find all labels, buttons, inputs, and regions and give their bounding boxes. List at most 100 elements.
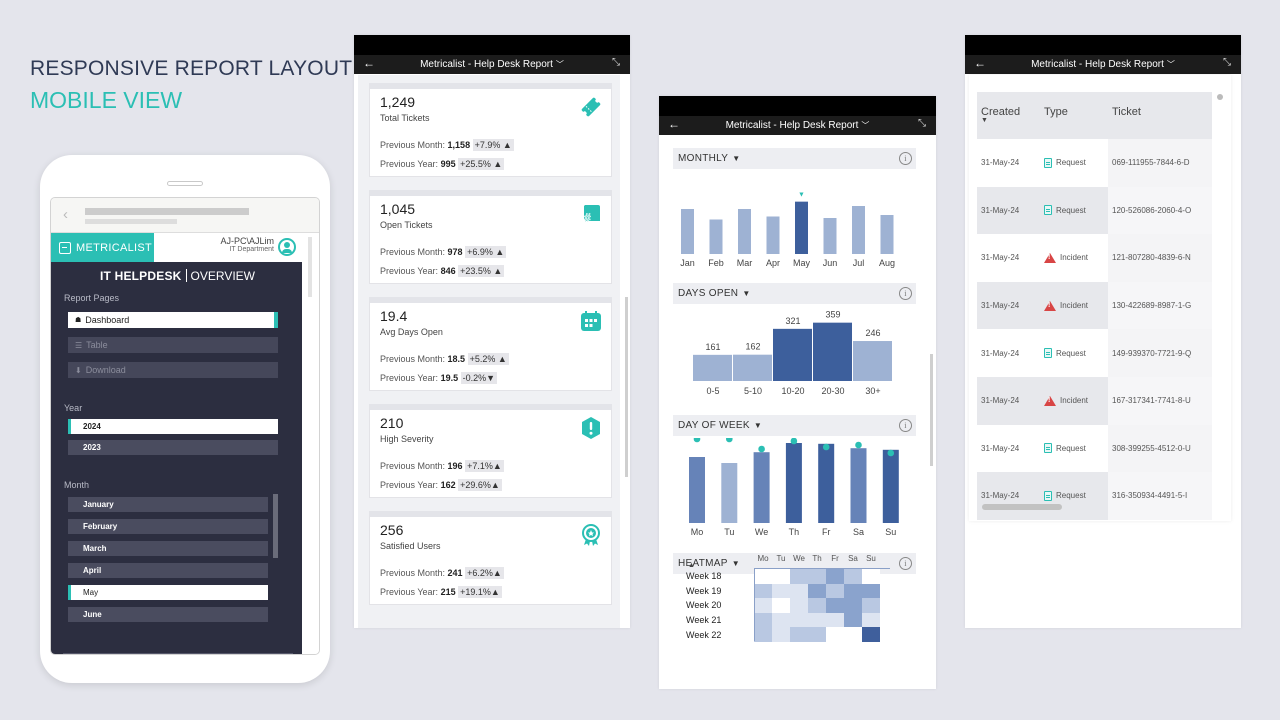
heatmap-cell[interactable] bbox=[790, 612, 808, 628]
chevron-down-icon[interactable]: ﹀ bbox=[1166, 60, 1175, 69]
heatmap-cell[interactable] bbox=[808, 583, 826, 599]
heatmap-cell[interactable] bbox=[862, 569, 880, 584]
chevron-down-icon[interactable]: ﹀ bbox=[861, 121, 870, 130]
days-open-header[interactable]: DAYS OPEN ▼ i bbox=[673, 283, 916, 304]
heatmap-cell[interactable] bbox=[772, 583, 790, 599]
table-row[interactable]: 31-May-24 Request 308-399255-4512-0-U bbox=[977, 424, 1212, 473]
info-icon[interactable]: i bbox=[899, 419, 912, 432]
table-row[interactable]: 31-May-24 Request 069-111955-7844-6-D bbox=[977, 139, 1212, 187]
heatmap-cell[interactable] bbox=[754, 598, 772, 613]
previous-year-row: Previous Year: 846 +23.5% ▲ bbox=[380, 265, 505, 277]
heatmap-cell[interactable] bbox=[862, 598, 880, 613]
avatar-icon[interactable] bbox=[278, 238, 296, 256]
info-icon[interactable]: i bbox=[899, 152, 912, 165]
column-ticket[interactable]: Ticket bbox=[1108, 92, 1212, 139]
heatmap-cell[interactable] bbox=[826, 627, 844, 642]
sort-desc-icon[interactable]: ▼ bbox=[981, 117, 988, 124]
month-option-april[interactable]: April bbox=[68, 563, 268, 578]
heatmap-cell[interactable] bbox=[844, 627, 862, 642]
ticket-id: 316-350934-4491-5-I bbox=[1112, 491, 1188, 501]
row-label: Week 18 bbox=[686, 571, 722, 582]
heatmap-cell[interactable] bbox=[826, 569, 844, 584]
change-badge: +6.2%▲ bbox=[465, 567, 504, 579]
kpi-card[interactable]: 1,045 Open Tickets # Previous Month: 978 +6… bbox=[369, 190, 612, 284]
horizontal-scrollbar[interactable] bbox=[982, 504, 1062, 510]
sort-asc-icon[interactable]: ▲ bbox=[688, 562, 695, 569]
scroll-thumb[interactable] bbox=[308, 237, 312, 297]
monthly-header[interactable]: MONTHLY ▼ i bbox=[673, 148, 916, 169]
year-option-2024[interactable]: 2024 bbox=[68, 419, 278, 434]
table-row[interactable]: 31-May-24 Request 316-350934-4491-5-I bbox=[977, 472, 1212, 520]
heatmap-cell[interactable] bbox=[808, 598, 826, 613]
heatmap-cell[interactable] bbox=[862, 583, 880, 599]
nav-dashboard[interactable]: ☗ Dashboard bbox=[68, 312, 278, 328]
heatmap-cell[interactable] bbox=[772, 598, 790, 613]
month-option-march[interactable]: March bbox=[68, 541, 268, 556]
kpi-card[interactable]: 256 Satisfied Users Previous Month: 241 +6… bbox=[369, 511, 612, 605]
info-icon[interactable]: i bbox=[899, 557, 912, 570]
back-arrow-icon[interactable]: ← bbox=[363, 56, 375, 70]
app-logo[interactable]: METRICALIST bbox=[51, 233, 154, 262]
nav-download[interactable]: ⬇ Download bbox=[68, 362, 278, 378]
heatmap-cell[interactable] bbox=[862, 627, 880, 642]
heatmap-cell[interactable] bbox=[772, 569, 790, 584]
heatmap-cell[interactable] bbox=[808, 627, 826, 642]
heatmap-cell[interactable] bbox=[772, 612, 790, 628]
heatmap-cell[interactable] bbox=[862, 612, 880, 628]
heatmap-cell[interactable] bbox=[844, 569, 862, 584]
column-created[interactable]: Created ▼ bbox=[977, 92, 1044, 139]
marker-su bbox=[887, 449, 895, 457]
month-option-june[interactable]: June bbox=[68, 607, 268, 622]
column-type[interactable]: Type bbox=[1044, 92, 1108, 139]
heatmap-cell[interactable] bbox=[826, 598, 844, 613]
heatmap-cell[interactable] bbox=[754, 569, 772, 584]
panel-title[interactable]: Metricalist - Help Desk Report bbox=[1031, 59, 1164, 70]
month-option-february[interactable]: February bbox=[68, 519, 268, 534]
collapse-icon[interactable]: ⤡ bbox=[1223, 57, 1231, 68]
change-badge: +25.5% ▲ bbox=[458, 158, 505, 170]
month-option-may[interactable]: May bbox=[68, 585, 268, 600]
month-scrollbar[interactable] bbox=[273, 494, 278, 558]
back-arrow-icon[interactable]: ← bbox=[668, 117, 680, 131]
heatmap-cell[interactable] bbox=[808, 612, 826, 628]
chevron-down-icon[interactable]: ﹀ bbox=[555, 60, 564, 69]
charts-scrollbar[interactable] bbox=[930, 354, 933, 466]
browser-back-icon[interactable]: ‹ bbox=[63, 206, 68, 223]
kpi-card[interactable]: 1,249 Total Tickets Previous Month: 1,158 … bbox=[369, 83, 612, 177]
table-row[interactable]: 31-May-24 Request 120-526086-2060-4-O bbox=[977, 186, 1212, 235]
heatmap-cell[interactable] bbox=[826, 612, 844, 628]
year-option-2023[interactable]: 2023 bbox=[68, 440, 278, 455]
table-row[interactable]: 31-May-24 Incident 167-317341-7741-8-U bbox=[977, 376, 1212, 425]
kpi-card[interactable]: 210 High Severity Previous Month: 196 +7.1… bbox=[369, 404, 612, 498]
heatmap-cell[interactable] bbox=[790, 583, 808, 599]
month-option-january[interactable]: January bbox=[68, 497, 268, 512]
nav-table[interactable]: ☰ Table bbox=[68, 337, 278, 353]
heatmap-cell[interactable] bbox=[754, 627, 772, 642]
heatmap-cell[interactable] bbox=[790, 627, 808, 642]
heatmap-cell[interactable] bbox=[790, 569, 808, 584]
heatmap-cell[interactable] bbox=[826, 583, 844, 599]
collapse-icon[interactable]: ⤡ bbox=[918, 118, 926, 129]
panel-title[interactable]: Metricalist - Help Desk Report bbox=[420, 59, 553, 70]
heatmap-cell[interactable] bbox=[844, 612, 862, 628]
back-arrow-icon[interactable]: ← bbox=[974, 56, 986, 70]
kpi-card[interactable]: 19.4 Avg Days Open Previous Month: 18.5 +5… bbox=[369, 297, 612, 391]
table-row[interactable]: 31-May-24 Incident 130-422689-8987-1-G bbox=[977, 281, 1212, 330]
heatmap-cell[interactable] bbox=[790, 598, 808, 613]
collapse-icon[interactable]: ⤡ bbox=[612, 57, 620, 68]
heatmap-cell[interactable] bbox=[754, 612, 772, 628]
heatmap-cell[interactable] bbox=[808, 569, 826, 584]
panel-title[interactable]: Metricalist - Help Desk Report bbox=[725, 120, 859, 131]
page-scrollbar[interactable] bbox=[302, 233, 319, 654]
table-row[interactable]: 31-May-24 Incident 121-807280-4839-6-N bbox=[977, 234, 1212, 282]
heatmap-cell[interactable] bbox=[844, 583, 862, 599]
heatmap-cell[interactable] bbox=[754, 583, 772, 599]
heatmap-row: Week 19 bbox=[676, 583, 880, 599]
day-of-week-header[interactable]: DAY OF WEEK ▼ i bbox=[673, 415, 916, 436]
heatmap-cell[interactable] bbox=[772, 627, 790, 642]
heatmap-cell[interactable] bbox=[844, 598, 862, 613]
table-row[interactable]: 31-May-24 Request 149-939370-7721-9-Q bbox=[977, 329, 1212, 377]
kpi-scrollbar[interactable] bbox=[625, 297, 628, 477]
tick-label: Th bbox=[789, 527, 800, 537]
info-icon[interactable]: i bbox=[899, 287, 912, 300]
